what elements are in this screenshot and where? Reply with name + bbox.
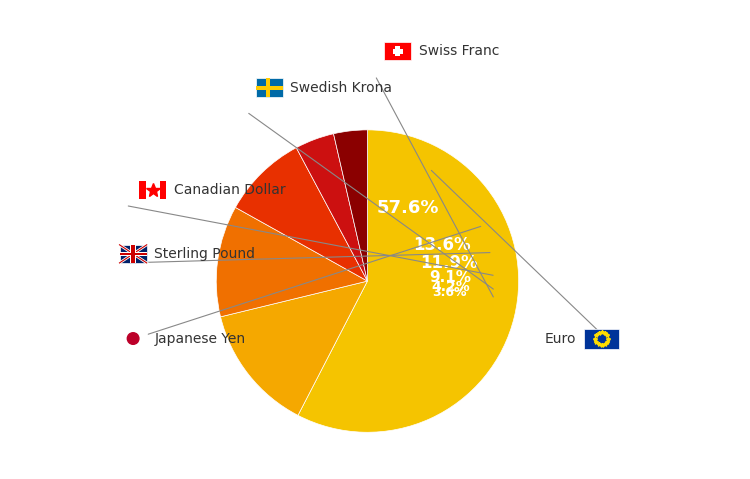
FancyBboxPatch shape xyxy=(119,330,147,348)
Text: Canadian Dollar: Canadian Dollar xyxy=(174,183,286,197)
FancyBboxPatch shape xyxy=(393,48,403,54)
Wedge shape xyxy=(296,134,368,281)
FancyBboxPatch shape xyxy=(160,181,166,199)
FancyBboxPatch shape xyxy=(130,245,136,263)
Wedge shape xyxy=(216,207,368,317)
FancyBboxPatch shape xyxy=(584,329,620,349)
FancyBboxPatch shape xyxy=(384,42,411,60)
FancyBboxPatch shape xyxy=(119,245,147,263)
Circle shape xyxy=(128,333,139,344)
Text: 57.6%: 57.6% xyxy=(376,199,439,217)
FancyBboxPatch shape xyxy=(131,245,135,263)
FancyBboxPatch shape xyxy=(140,181,166,199)
FancyBboxPatch shape xyxy=(256,86,283,90)
Wedge shape xyxy=(298,130,518,432)
FancyBboxPatch shape xyxy=(140,181,146,199)
Text: Sterling Pound: Sterling Pound xyxy=(154,247,255,261)
Text: 13.6%: 13.6% xyxy=(413,236,471,254)
Text: Japanese Yen: Japanese Yen xyxy=(154,331,245,345)
Text: 4.2%: 4.2% xyxy=(431,280,470,294)
Wedge shape xyxy=(220,281,368,415)
Text: 11.9%: 11.9% xyxy=(420,253,477,272)
FancyBboxPatch shape xyxy=(119,252,147,255)
Wedge shape xyxy=(334,130,368,281)
Wedge shape xyxy=(236,148,368,281)
Text: Swedish Krona: Swedish Krona xyxy=(290,80,392,94)
FancyBboxPatch shape xyxy=(395,46,400,56)
Text: 9.1%: 9.1% xyxy=(430,270,472,285)
Text: 3.6%: 3.6% xyxy=(433,286,467,299)
FancyBboxPatch shape xyxy=(256,79,283,97)
Text: Swiss Franc: Swiss Franc xyxy=(419,44,500,58)
FancyBboxPatch shape xyxy=(266,79,270,97)
Text: Euro: Euro xyxy=(545,331,577,345)
FancyBboxPatch shape xyxy=(119,252,147,256)
